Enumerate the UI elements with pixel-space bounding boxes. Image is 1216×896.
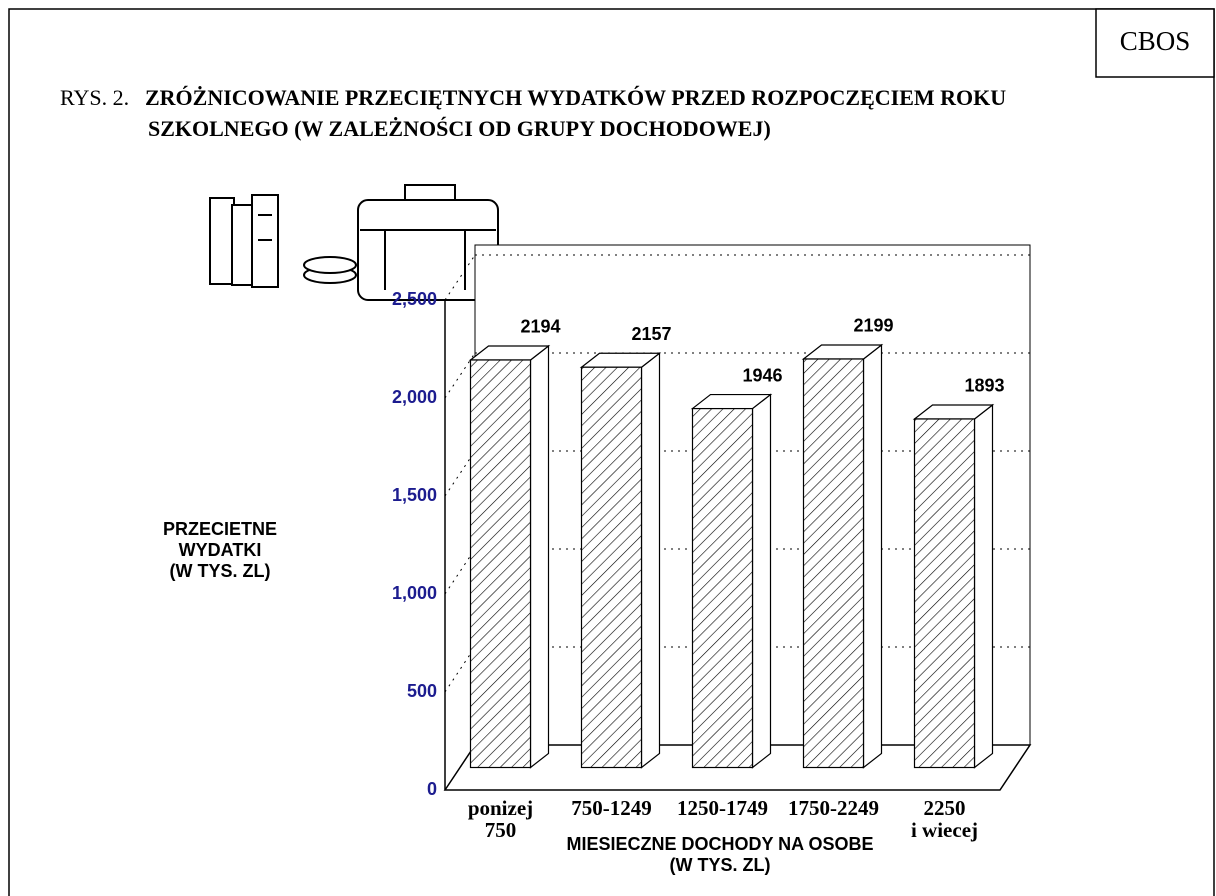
bar-side <box>862 343 883 769</box>
x-tick-label: i wiecej <box>911 818 978 842</box>
bar <box>580 366 643 769</box>
y-tick-label: 0 <box>427 779 437 799</box>
x-axis-label: (W TYS. ZL) <box>670 855 771 875</box>
y-axis-label: (W TYS. ZL) <box>170 561 271 581</box>
value-label: 2194 <box>520 317 560 337</box>
value-label: 1893 <box>964 376 1004 396</box>
x-tick-label: 2250 <box>924 796 966 820</box>
y-tick-label: 500 <box>407 681 437 701</box>
bar <box>802 358 865 769</box>
y-tick-label: 2,000 <box>392 387 437 407</box>
y-tick-label: 1,000 <box>392 583 437 603</box>
bar-side <box>640 352 661 769</box>
y-tick-label: 1,500 <box>392 485 437 505</box>
x-tick-label: 1750-2249 <box>788 796 879 820</box>
y-tick-label: 2,500 <box>392 289 437 309</box>
chart-title: ZRÓŻNICOWANIE PRZECIĘTNYCH WYDATKÓW PRZE… <box>145 85 1006 110</box>
x-axis-label: MIESIECZNE DOCHODY NA OSOBE <box>566 834 873 854</box>
bar-side <box>751 393 772 769</box>
x-tick-label: 750 <box>485 818 517 842</box>
source: CBOS <box>1120 26 1191 56</box>
x-tick-label: ponizej <box>468 796 533 820</box>
value-label: 2157 <box>631 324 671 344</box>
bar-side <box>973 403 994 769</box>
value-label: 2199 <box>853 316 893 336</box>
bar <box>913 418 976 769</box>
source-box <box>1095 8 1215 78</box>
bar <box>469 359 532 769</box>
y-axis-label: PRZECIETNE <box>163 519 277 539</box>
bar-side <box>529 344 550 769</box>
title-prefix: RYS. 2. <box>60 85 129 110</box>
x-tick-label: 750-1249 <box>571 796 652 820</box>
page-frame <box>8 8 1215 896</box>
decoration <box>209 184 499 301</box>
chart-title: SZKOLNEGO (W ZALEŻNOŚCI OD GRUPY DOCHODO… <box>148 116 771 141</box>
y-axis-label: WYDATKI <box>179 540 262 560</box>
bar <box>691 407 754 769</box>
x-tick-label: 1250-1749 <box>677 796 768 820</box>
value-label: 1946 <box>742 365 782 385</box>
